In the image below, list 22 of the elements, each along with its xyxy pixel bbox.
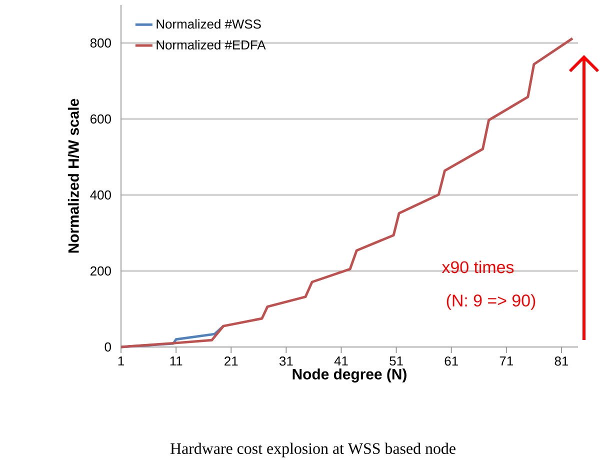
x-tick-label: 71 [500,356,513,366]
x-tick-label: 81 [554,356,568,366]
x-tick-label: 1 [118,356,124,366]
x-tick-label: 31 [279,356,293,366]
text: Hardware cost explosion at WSS based node [170,442,456,458]
y-tick-label: 800 [90,38,111,48]
x-tick-label: 21 [224,356,238,366]
x-axis-title: Node degree (N) [292,368,406,383]
y-axis-title: Normalized H/W scale [68,98,80,253]
y-tick-label: 200 [90,266,111,276]
line-series [120,37,574,348]
x-tick-label: 11 [170,356,182,366]
annotation: (N: 9 => 90) [446,294,536,310]
x-tick-label: 51 [390,356,403,366]
legend-label: Normalized #WSS [156,19,261,29]
legend-label: Normalized #EDFA [156,40,266,50]
annotation: x90 times [442,260,514,274]
y-tick-label: 400 [90,190,111,200]
y-tick-label: 0 [104,342,111,352]
x-tick-label: 41 [334,356,348,366]
y-tick-label: 600 [90,114,111,124]
x-tick-label: 61 [444,356,458,366]
